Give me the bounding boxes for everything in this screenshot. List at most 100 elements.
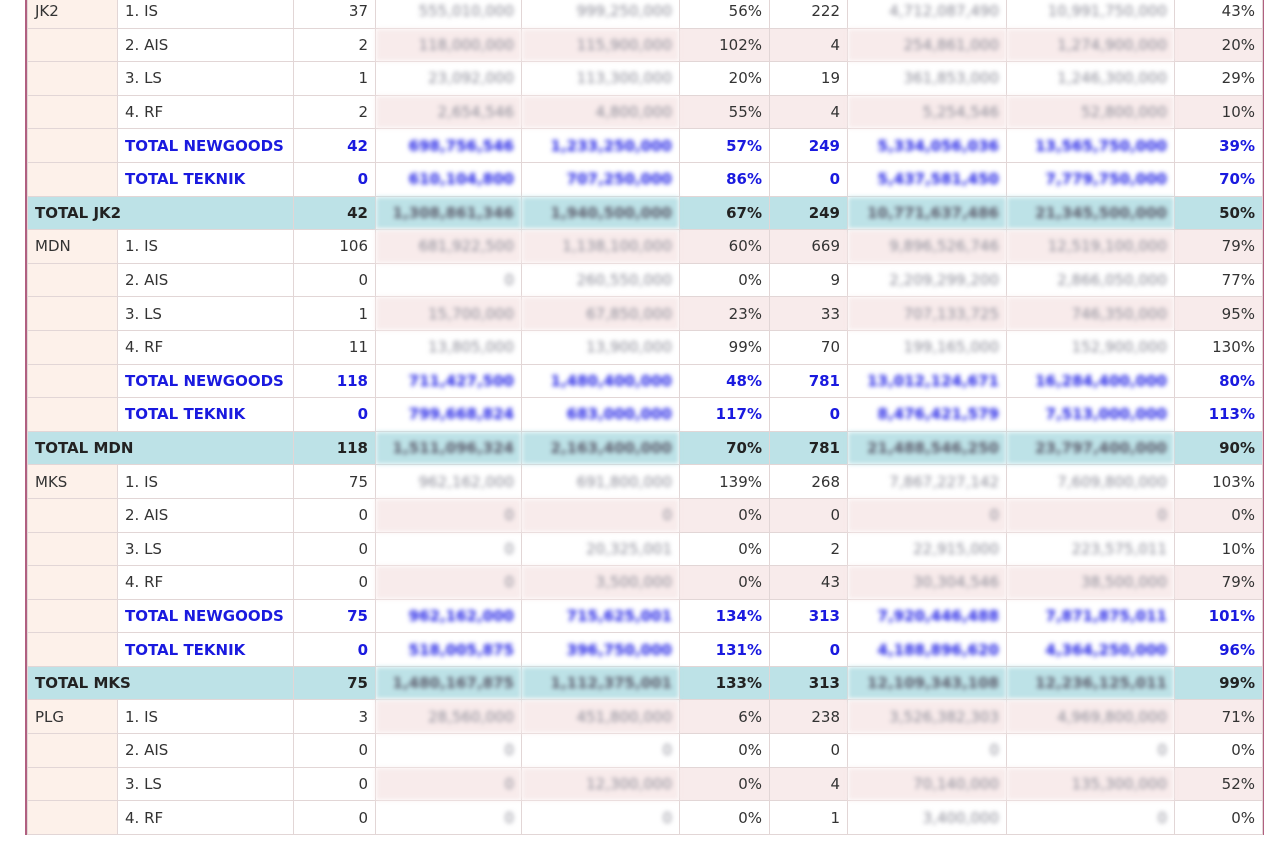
percent-cell: 48% [679, 363, 770, 399]
count2-cell: 249 [769, 128, 848, 163]
value-d-cell: 38,500,000 [1006, 565, 1175, 600]
value-b-cell: 12,300,000 [521, 766, 680, 802]
count-cell: 2 [293, 94, 376, 130]
count-cell: 3 [293, 699, 376, 735]
percent2-cell: 113% [1174, 397, 1263, 432]
value-b-cell: 67,850,000 [521, 296, 680, 331]
count2-cell: 0 [769, 733, 848, 768]
value-d-cell: 7,609,800,000 [1006, 464, 1175, 499]
value-d-cell: 7,779,750,000 [1006, 161, 1175, 197]
count2-cell: 313 [769, 665, 848, 701]
value-b-cell: 691,800,000 [521, 464, 680, 499]
value-c-cell: 3,526,382,303 [847, 699, 1007, 735]
value-c-cell: 254,861,000 [847, 27, 1007, 63]
percent2-cell: 43% [1174, 0, 1263, 29]
value-d-cell: 746,350,000 [1006, 296, 1175, 331]
count2-cell: 238 [769, 699, 848, 735]
count-cell: 118 [293, 363, 376, 399]
value-d-cell: 13,565,750,000 [1006, 128, 1175, 163]
label-cell: TOTAL TEKNIK [117, 397, 294, 432]
region-cell [27, 329, 118, 365]
count2-cell: 669 [769, 229, 848, 264]
percent2-cell: 79% [1174, 565, 1263, 600]
region-cell [27, 800, 118, 835]
table-row: 4. RF 0 0 0 0% 1 3,400,000 0 0% [27, 800, 1263, 835]
region-cell [27, 161, 118, 197]
percent-cell: 139% [679, 464, 770, 499]
percent2-cell: 80% [1174, 363, 1263, 399]
table-row: 3. LS 1 15,700,000 67,850,000 23% 33 707,133,7… [27, 296, 1263, 331]
percent2-cell: 90% [1174, 430, 1263, 466]
table-row: 3. LS 0 0 12,300,000 0% 4 70,140,000 135,300,00… [27, 766, 1263, 802]
subtotal-row: TOTAL NEWGOODS 42 698,756,546 1,233,250,000… [27, 128, 1263, 163]
value-a-cell: 1,308,861,346 [375, 195, 522, 231]
value-a-cell: 518,005,875 [375, 632, 522, 667]
region-cell: JK2 [27, 0, 118, 29]
count-cell: 75 [293, 598, 376, 634]
percent2-cell: 20% [1174, 27, 1263, 63]
count2-cell: 2 [769, 531, 848, 567]
value-b-cell: 3,500,000 [521, 565, 680, 600]
region-cell [27, 397, 118, 432]
report-table-frame: JK2 1. IS 37 555,010,000 999,250,000 56% 222 4,… [25, 0, 1264, 835]
percent-cell: 133% [679, 665, 770, 701]
value-b-cell: 999,250,000 [521, 0, 680, 29]
total-row: TOTAL MKS 75 1,480,167,875 1,112,375,001 133… [27, 665, 1263, 701]
table-row: 4. RF 0 0 3,500,000 0% 43 30,304,546 38,500,000… [27, 565, 1263, 600]
percent2-cell: 101% [1174, 598, 1263, 634]
percent2-cell: 10% [1174, 531, 1263, 567]
subtotal-row: TOTAL NEWGOODS 75 962,162,000 715,625,001 13… [27, 598, 1263, 634]
region-cell [27, 497, 118, 533]
value-a-cell: 0 [375, 800, 522, 835]
value-d-cell: 4,969,800,000 [1006, 699, 1175, 735]
label-cell: 4. RF [117, 565, 294, 600]
count2-cell: 781 [769, 430, 848, 466]
region-cell [27, 766, 118, 802]
percent2-cell: 103% [1174, 464, 1263, 499]
percent2-cell: 130% [1174, 329, 1263, 365]
label-cell: 3. LS [117, 766, 294, 802]
table-row: 4. RF 2 2,654,546 4,800,000 55% 4 5,254,546 52,… [27, 94, 1263, 130]
table-row: 2. AIS 0 0 260,550,000 0% 9 2,209,299,200 2,866… [27, 262, 1263, 298]
region-cell [27, 94, 118, 130]
label-cell: TOTAL TEKNIK [117, 161, 294, 197]
value-c-cell: 22,915,000 [847, 531, 1007, 567]
value-a-cell: 1,480,167,875 [375, 665, 522, 701]
count2-cell: 781 [769, 363, 848, 399]
count2-cell: 9 [769, 262, 848, 298]
value-a-cell: 962,162,000 [375, 598, 522, 634]
count-cell: 2 [293, 27, 376, 63]
value-c-cell: 4,188,896,620 [847, 632, 1007, 667]
count-cell: 11 [293, 329, 376, 365]
region-cell [27, 27, 118, 63]
value-a-cell: 0 [375, 766, 522, 802]
region-cell [27, 531, 118, 567]
percent-cell: 0% [679, 531, 770, 567]
count2-cell: 4 [769, 94, 848, 130]
value-c-cell: 5,437,581,450 [847, 161, 1007, 197]
value-b-cell: 20,325,001 [521, 531, 680, 567]
percent-cell: 131% [679, 632, 770, 667]
percent-cell: 56% [679, 0, 770, 29]
value-a-cell: 13,805,000 [375, 329, 522, 365]
value-b-cell: 0 [521, 497, 680, 533]
value-a-cell: 118,000,000 [375, 27, 522, 63]
value-d-cell: 7,871,875,011 [1006, 598, 1175, 634]
value-c-cell: 7,867,227,142 [847, 464, 1007, 499]
value-d-cell: 12,519,100,000 [1006, 229, 1175, 264]
region-cell [27, 363, 118, 399]
label-cell: 4. RF [117, 94, 294, 130]
value-d-cell: 0 [1006, 733, 1175, 768]
value-c-cell: 70,140,000 [847, 766, 1007, 802]
value-b-cell: 1,112,375,001 [521, 665, 680, 701]
value-d-cell: 2,866,050,000 [1006, 262, 1175, 298]
value-b-cell: 0 [521, 800, 680, 835]
count-cell: 37 [293, 0, 376, 29]
count2-cell: 313 [769, 598, 848, 634]
percent2-cell: 39% [1174, 128, 1263, 163]
table-row: MDN 1. IS 106 681,922,500 1,138,100,000 60% 66… [27, 229, 1263, 264]
value-c-cell: 7,920,446,488 [847, 598, 1007, 634]
label-cell: TOTAL NEWGOODS [117, 598, 294, 634]
subtotal-row: TOTAL TEKNIK 0 518,005,875 396,750,000 131% 0… [27, 632, 1263, 667]
value-b-cell: 396,750,000 [521, 632, 680, 667]
